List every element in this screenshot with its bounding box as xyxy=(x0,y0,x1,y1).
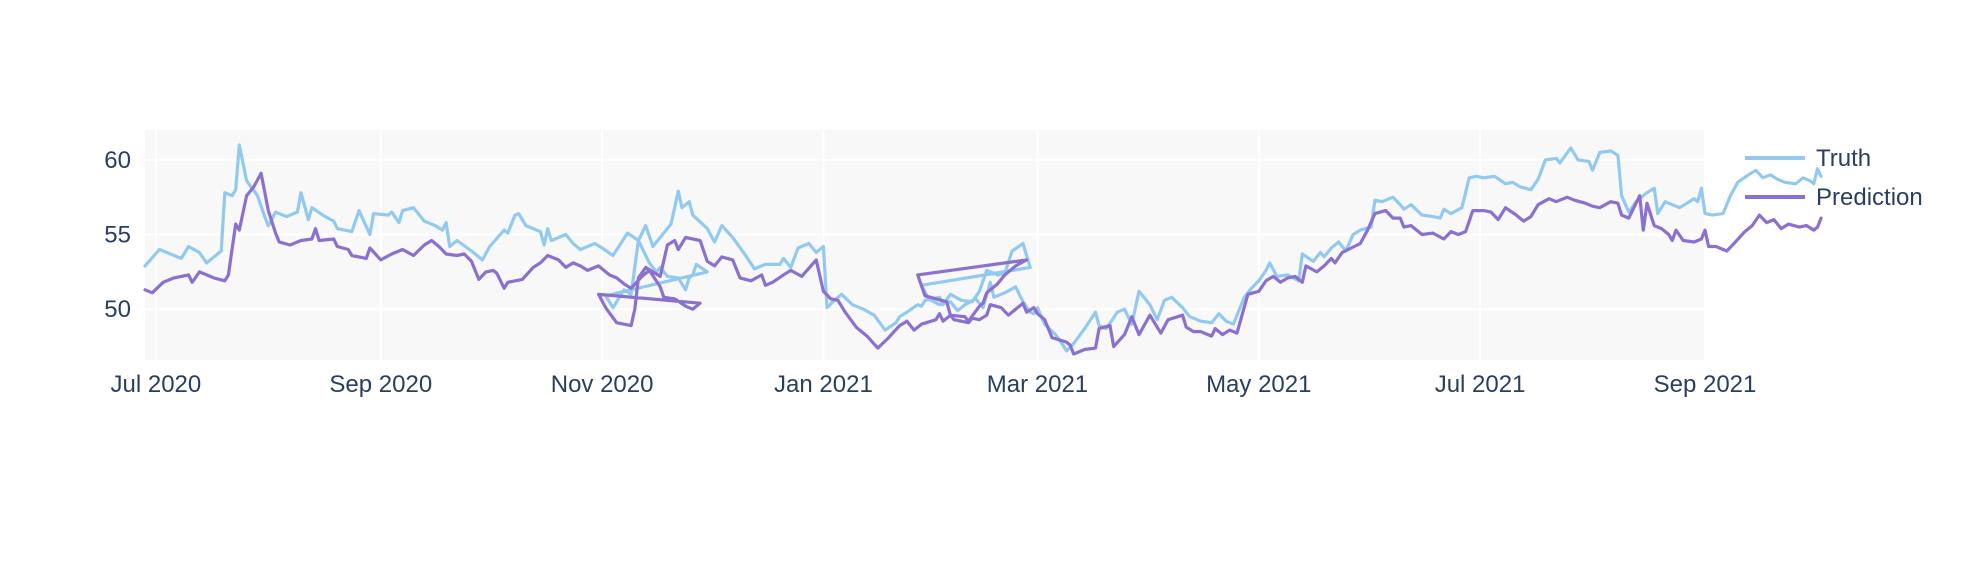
x-tick-label: May 2021 xyxy=(1206,371,1311,398)
legend-label: Truth xyxy=(1816,145,1871,172)
x-axis-ticks: Jul 2020 Sep 2020 Nov 2020 Jan 2021 Mar 2021… xyxy=(111,371,1757,398)
legend-item-prediction[interactable]: Prediction xyxy=(1745,184,1923,211)
plot-background xyxy=(145,130,1705,360)
series-line-prediction xyxy=(143,171,1823,356)
y-axis-ticks: 50 55 60 xyxy=(104,147,131,323)
x-tick-label: Sep 2021 xyxy=(1654,371,1757,398)
y-tick-label: 50 xyxy=(104,296,131,323)
legend-label: Prediction xyxy=(1816,184,1923,211)
y-tick-label: 55 xyxy=(104,222,131,249)
x-tick-label: Mar 2021 xyxy=(987,371,1088,398)
gridlines xyxy=(145,130,1706,360)
series-layer xyxy=(143,143,1823,356)
x-tick-label: Jan 2021 xyxy=(774,371,873,398)
legend-item-truth[interactable]: Truth xyxy=(1745,145,1871,172)
legend[interactable]: Truth Prediction xyxy=(1745,145,1923,211)
series-line-truth xyxy=(143,143,1823,353)
x-tick-label: Jul 2020 xyxy=(111,371,202,398)
x-tick-label: Nov 2020 xyxy=(551,371,654,398)
x-tick-label: Sep 2020 xyxy=(329,371,432,398)
x-tick-label: Jul 2021 xyxy=(1435,371,1526,398)
y-tick-label: 60 xyxy=(104,147,131,174)
